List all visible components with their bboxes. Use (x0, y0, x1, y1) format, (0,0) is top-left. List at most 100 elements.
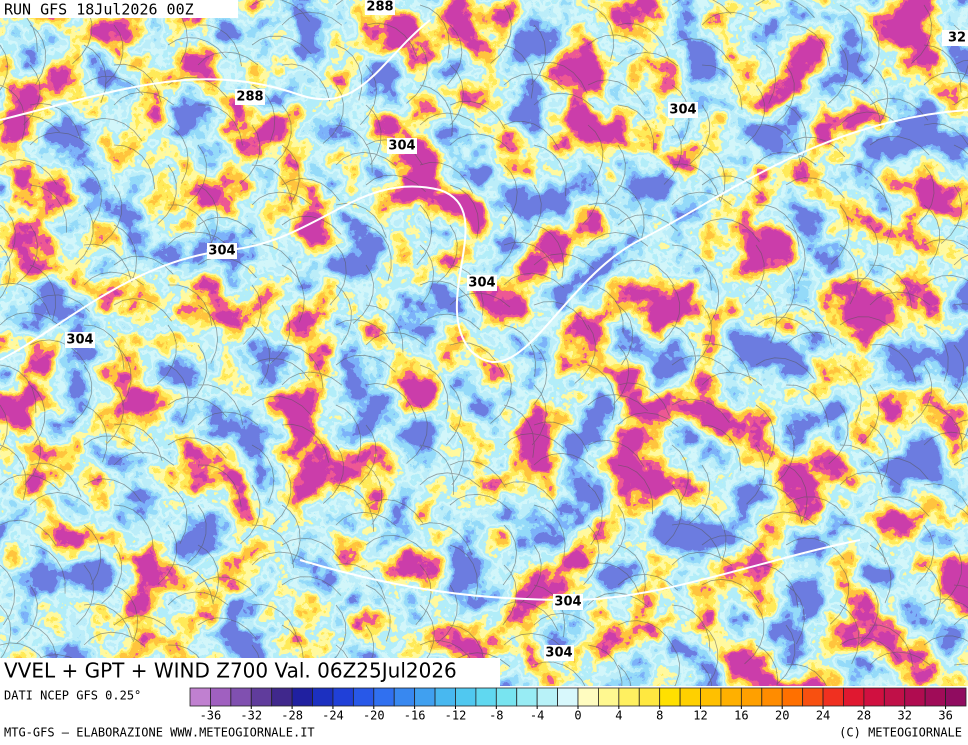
colorbar-swatch (863, 687, 885, 707)
streamline (29, 294, 90, 312)
streamline (776, 624, 796, 685)
streamline (533, 92, 595, 108)
streamline (941, 544, 963, 604)
streamline (167, 124, 189, 184)
streamline (29, 462, 82, 497)
streamline (490, 364, 512, 424)
streamline (839, 163, 888, 203)
streamline (447, 24, 463, 86)
streamline (281, 423, 330, 463)
streamline (689, 464, 711, 524)
streamline (502, 524, 518, 586)
streamline (604, 504, 626, 564)
streamline (701, 371, 763, 386)
streamline (617, 52, 679, 67)
streamline (869, 97, 929, 121)
colorbar-swatch (189, 687, 211, 707)
streamline (744, 604, 765, 665)
streamline (83, 435, 144, 455)
streamline (671, 444, 689, 505)
streamline (689, 104, 711, 165)
streamline (335, 404, 362, 462)
streamline (701, 504, 727, 562)
streamline (923, 275, 968, 286)
contour-labels: 28828830432304304304304304304304 (65, 0, 968, 681)
streamline (328, 604, 347, 665)
streamline (917, 164, 935, 225)
colorbar-swatch (291, 687, 313, 707)
streamline (419, 244, 435, 306)
streamline (419, 444, 455, 495)
streamline (251, 0, 310, 22)
streamline (503, 272, 565, 289)
streamline (587, 124, 604, 186)
streamline (365, 535, 426, 553)
streamline (755, 404, 776, 465)
colorbar-tick-label: 36 (938, 709, 952, 723)
streamline (828, 404, 849, 465)
streamline (419, 472, 481, 488)
streamline (167, 484, 188, 544)
streamline (335, 124, 373, 173)
streamline (281, 537, 341, 561)
streamline (671, 324, 696, 382)
streamline (869, 136, 930, 156)
streamline (755, 124, 802, 165)
colorbar-swatch (700, 687, 722, 707)
streamline (785, 136, 846, 158)
streamline (587, 202, 640, 237)
streamline (858, 584, 879, 645)
colorbar-swatch (495, 687, 518, 707)
streamline (869, 64, 889, 125)
streamline (359, 64, 377, 125)
streamline (419, 640, 477, 668)
streamline (582, 164, 600, 226)
streamline (113, 224, 138, 283)
streamline (197, 216, 257, 238)
streamline (83, 271, 145, 286)
streamline (24, 424, 42, 486)
colorbar-swatch (210, 687, 232, 707)
streamline (0, 474, 60, 492)
streamline (335, 44, 363, 101)
streamline (869, 291, 931, 306)
streamline (83, 631, 145, 646)
streamline (167, 231, 229, 246)
streamline (335, 354, 396, 373)
streamline (251, 396, 312, 416)
streamline (701, 535, 762, 554)
streamline (83, 478, 142, 503)
wind-streamlines (0, 0, 968, 726)
streamline (923, 238, 968, 250)
streamline (503, 73, 565, 90)
streamline (449, 133, 511, 150)
streamline (335, 563, 386, 600)
streamline (365, 304, 404, 353)
streamline (830, 564, 849, 625)
streamline (157, 324, 177, 385)
streamline (281, 264, 305, 323)
contour-label: 32 (948, 31, 966, 46)
streamline (167, 396, 228, 418)
streamline (71, 364, 93, 425)
streamline (617, 464, 653, 515)
streamline (167, 37, 227, 59)
streamline (281, 144, 300, 205)
streamline (533, 504, 566, 558)
streamline (617, 104, 655, 154)
streamline (251, 164, 293, 210)
streamline (953, 584, 968, 589)
streamline (83, 164, 102, 225)
streamline (746, 444, 766, 505)
streamline (701, 424, 742, 471)
streamline (953, 303, 968, 306)
colorbar-tick-label: 20 (775, 709, 789, 723)
streamline (785, 464, 808, 524)
streamline (701, 578, 760, 604)
vertical-velocity-field (0, 0, 968, 686)
streamline (785, 331, 847, 346)
streamline (671, 355, 732, 374)
streamline (272, 464, 292, 525)
streamline (281, 576, 342, 596)
streamline (755, 316, 816, 337)
